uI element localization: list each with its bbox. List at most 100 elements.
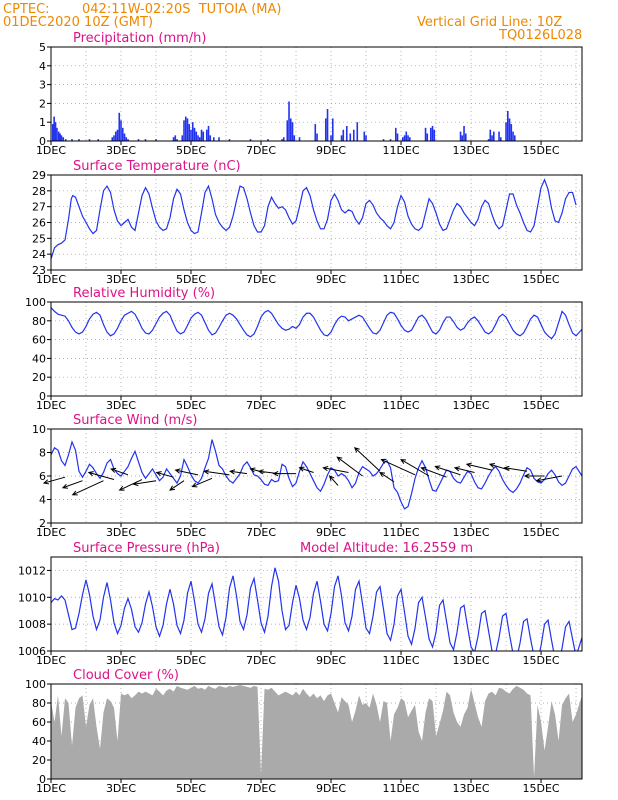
x-tick-label: 3DEC — [106, 273, 136, 286]
y-tick-label: 100 — [25, 678, 46, 691]
precip-bar — [349, 133, 352, 141]
precip-bar — [228, 139, 231, 141]
precip-bar — [197, 135, 199, 141]
precip-bar — [114, 131, 117, 141]
precip-bar — [326, 109, 329, 141]
y-tick-label: 5 — [39, 41, 46, 54]
precip-bar — [198, 137, 201, 141]
x-tick-label: 15DEC — [522, 782, 559, 795]
precip-bar — [59, 133, 61, 141]
x-tick-label: 9DEC — [316, 273, 346, 286]
precip-bar — [403, 135, 406, 141]
precip-bar — [314, 124, 317, 141]
y-tick-label: 1010 — [18, 591, 46, 604]
x-tick-label: 13DEC — [452, 144, 489, 157]
y-tick-label: 80 — [32, 315, 46, 328]
precip-bar — [172, 137, 175, 141]
wind-arrow — [535, 475, 563, 483]
y-tick-label: 40 — [32, 352, 46, 365]
x-tick-label: 1DEC — [36, 399, 66, 412]
wind-arrow — [118, 479, 143, 491]
precip-bar — [191, 122, 194, 141]
precip-bar — [71, 139, 73, 141]
precip-bar — [345, 125, 348, 141]
x-tick-label: 15DEC — [522, 654, 559, 667]
precip-bar — [491, 135, 493, 141]
panel-0: 0 1 2 3 4 5 1DEC 3DEC 5DEC 7DEC 9DEC 11DEC 13DEC 15DE… — [36, 31, 583, 157]
series-line — [51, 439, 582, 510]
precip-bar — [459, 131, 462, 141]
x-tick-label: 9DEC — [316, 399, 346, 412]
precip-bar — [433, 129, 436, 141]
x-tick-label: 15DEC — [522, 273, 559, 286]
precip-bar — [54, 122, 57, 141]
precip-bar — [125, 137, 128, 141]
wind-arrow — [353, 447, 381, 472]
precip-bar — [340, 135, 343, 141]
precip-bar — [202, 131, 205, 141]
wind-arrow — [61, 480, 83, 489]
precip-bar — [505, 122, 507, 141]
precip-bar — [155, 139, 157, 141]
precip-bar — [282, 137, 285, 141]
wind-arrow — [132, 480, 157, 487]
precip-bar — [51, 124, 54, 141]
panel-frame — [50, 46, 583, 142]
y-tick-label: 1012 — [18, 564, 46, 577]
x-tick-label: 3DEC — [106, 399, 136, 412]
y-tick-label: 29 — [32, 169, 46, 182]
precip-bar — [176, 139, 178, 141]
precip-bar — [316, 133, 318, 141]
wind-arrow — [87, 471, 115, 481]
series-line — [51, 307, 582, 340]
precip-bar — [510, 124, 513, 141]
precip-bar — [60, 135, 63, 141]
y-tick-label: 2 — [39, 97, 46, 110]
wind-arrow — [336, 456, 363, 477]
precip-bar — [120, 120, 122, 141]
panel-title: Relative Humidity (%) — [73, 286, 215, 301]
precip-bar — [408, 137, 411, 141]
x-tick-label: 1DEC — [36, 273, 66, 286]
panel-annotation: Model Altitude: 16.2559 m — [300, 541, 473, 556]
x-tick-label: 7DEC — [246, 273, 276, 286]
precip-bar — [174, 135, 177, 141]
wind-arrow — [174, 468, 199, 476]
x-tick-label: 3DEC — [106, 144, 136, 157]
precip-bar — [184, 116, 187, 141]
x-tick-label: 5DEC — [176, 399, 206, 412]
y-tick-label: 8 — [39, 447, 46, 460]
y-tick-label: 23 — [32, 264, 46, 277]
precip-bar — [293, 135, 296, 141]
x-tick-label: 15DEC — [522, 526, 559, 539]
x-tick-label: 3DEC — [106, 782, 136, 795]
y-tick-label: 1006 — [18, 645, 46, 658]
wind-arrow — [71, 480, 104, 496]
panel-frame — [50, 174, 583, 271]
precip-bar — [56, 127, 58, 141]
precip-bar — [324, 118, 327, 141]
y-tick-label: 10 — [32, 423, 46, 436]
precip-bar — [489, 129, 492, 141]
wind-arrow — [203, 469, 230, 476]
precip-bar — [298, 137, 301, 141]
y-tick-label: 4 — [39, 60, 46, 73]
wind-arrow — [328, 475, 339, 486]
y-tick-label: 3 — [39, 79, 46, 92]
x-tick-label: 7DEC — [246, 782, 276, 795]
y-tick-label: 0 — [39, 773, 46, 786]
x-tick-label: 9DEC — [316, 526, 346, 539]
precip-bar — [401, 137, 404, 141]
wind-arrow — [400, 458, 430, 477]
precip-bar — [127, 139, 129, 141]
panel-frame — [50, 301, 583, 397]
series-line — [51, 178, 577, 260]
precip-bar — [389, 139, 392, 141]
precip-bar — [97, 139, 100, 141]
x-tick-label: 13DEC — [452, 654, 489, 667]
precip-bar — [190, 129, 192, 141]
precip-bar — [407, 135, 409, 141]
y-tick-label: 60 — [32, 334, 46, 347]
header-code: TQ0126L028 — [499, 28, 583, 43]
